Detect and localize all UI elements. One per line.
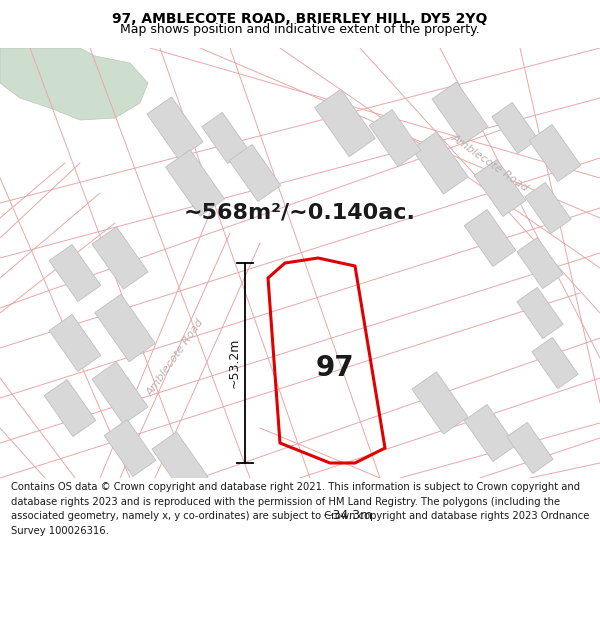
Polygon shape (152, 432, 208, 494)
Polygon shape (412, 372, 468, 434)
Polygon shape (314, 89, 376, 157)
Polygon shape (44, 379, 96, 436)
Polygon shape (507, 422, 553, 474)
Polygon shape (432, 82, 488, 144)
Polygon shape (202, 112, 248, 164)
Text: ~53.2m: ~53.2m (228, 338, 241, 388)
Text: ~568m²/~0.140ac.: ~568m²/~0.140ac. (184, 203, 416, 223)
Text: Amblecote Road: Amblecote Road (145, 318, 205, 399)
Polygon shape (474, 159, 526, 216)
Text: ~34.3m: ~34.3m (322, 509, 373, 522)
Polygon shape (492, 102, 538, 154)
Polygon shape (229, 144, 281, 201)
Polygon shape (464, 209, 516, 266)
Text: Map shows position and indicative extent of the property.: Map shows position and indicative extent… (120, 23, 480, 36)
Polygon shape (49, 244, 101, 301)
Polygon shape (517, 238, 563, 289)
Text: Amblecote Road: Amblecote Road (449, 132, 530, 193)
Text: Contains OS data © Crown copyright and database right 2021. This information is : Contains OS data © Crown copyright and d… (11, 482, 589, 536)
Polygon shape (0, 48, 148, 120)
Polygon shape (532, 338, 578, 389)
Polygon shape (166, 150, 224, 216)
Polygon shape (517, 288, 563, 339)
Text: 97: 97 (316, 354, 355, 382)
Text: 97, AMBLECOTE ROAD, BRIERLEY HILL, DY5 2YQ: 97, AMBLECOTE ROAD, BRIERLEY HILL, DY5 2… (112, 12, 488, 26)
Polygon shape (95, 294, 155, 362)
Polygon shape (92, 362, 148, 424)
Polygon shape (49, 314, 101, 371)
Polygon shape (412, 132, 468, 194)
Polygon shape (147, 97, 203, 159)
Polygon shape (464, 404, 516, 461)
Polygon shape (92, 227, 148, 289)
Polygon shape (369, 109, 421, 166)
Polygon shape (104, 419, 156, 476)
Polygon shape (525, 182, 571, 234)
Polygon shape (529, 124, 581, 181)
